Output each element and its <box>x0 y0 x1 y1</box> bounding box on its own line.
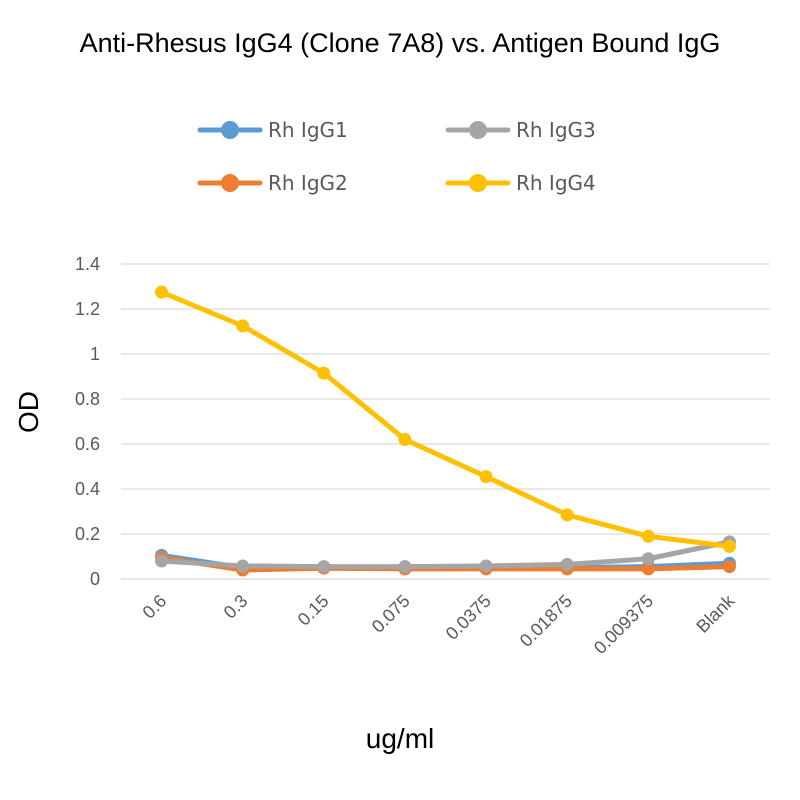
legend-label: Rh IgG2 <box>268 171 348 195</box>
chart-title: Anti-Rhesus IgG4 (Clone 7A8) vs. Antigen… <box>80 28 721 58</box>
data-point <box>479 559 493 573</box>
legend-label: Rh IgG3 <box>516 118 596 142</box>
data-point <box>479 470 493 484</box>
y-tick-label: 1.4 <box>75 254 100 274</box>
x-tick-label: 0.0375 <box>442 591 495 644</box>
gridlines <box>121 263 770 580</box>
data-point <box>398 433 412 446</box>
x-tick-label: 0.15 <box>294 591 333 630</box>
data-point <box>722 539 736 553</box>
series-rh-igg4 <box>155 285 736 553</box>
y-tick-label: 0.6 <box>75 434 100 454</box>
y-tick-label: 1 <box>90 344 100 364</box>
x-axis-title: ug/ml <box>366 723 434 754</box>
y-axis-title: OD <box>13 391 44 433</box>
legend-item: Rh IgG3 <box>445 118 596 142</box>
data-point <box>155 285 169 299</box>
legend-label: Rh IgG1 <box>268 118 348 142</box>
legend-item: Rh IgG2 <box>197 171 348 195</box>
y-tick-label: 0.2 <box>75 524 100 544</box>
y-tick-label: 0.8 <box>75 389 100 409</box>
y-tick-label: 0 <box>90 569 100 589</box>
series-rh-igg3 <box>155 535 736 574</box>
x-tick-label: 0.01875 <box>516 591 576 651</box>
x-tick-label: 0.6 <box>139 591 171 623</box>
data-point <box>317 560 331 574</box>
data-point <box>641 529 655 543</box>
legend-marker <box>221 121 239 139</box>
x-tick-label: 0.009375 <box>590 591 657 658</box>
legend: Rh IgG1 Rh IgG2 Rh IgG3 Rh IgG4 <box>197 118 596 195</box>
series-line <box>159 539 732 570</box>
data-point <box>236 319 250 333</box>
y-tick-label: 0.4 <box>75 479 100 499</box>
x-tick-label: Blank <box>692 590 739 637</box>
x-axis-ticks: 0.6 0.3 0.15 0.075 0.0375 0.01875 0.009375 Blan… <box>139 590 739 658</box>
data-point <box>560 508 574 522</box>
y-tick-label: 1.2 <box>75 299 100 319</box>
legend-label: Rh IgG4 <box>516 171 596 195</box>
legend-marker <box>469 174 487 192</box>
x-tick-label: 0.075 <box>368 591 414 637</box>
data-point <box>641 552 655 566</box>
legend-marker <box>221 174 239 192</box>
data-point <box>155 554 169 568</box>
series-group <box>155 285 736 577</box>
data-point <box>560 557 574 571</box>
legend-item: Rh IgG4 <box>445 171 596 195</box>
data-point <box>641 562 655 576</box>
legend-marker <box>469 121 487 139</box>
series-line <box>159 555 732 573</box>
legend-item: Rh IgG1 <box>197 118 348 142</box>
series-line <box>159 289 732 549</box>
data-point <box>236 559 250 573</box>
data-point <box>722 560 736 574</box>
data-point <box>317 366 331 380</box>
y-axis-ticks: 0 0.2 0.4 0.6 0.8 1 1.2 1.4 <box>75 254 100 589</box>
x-tick-label: 0.3 <box>220 591 252 623</box>
data-point <box>398 560 412 574</box>
